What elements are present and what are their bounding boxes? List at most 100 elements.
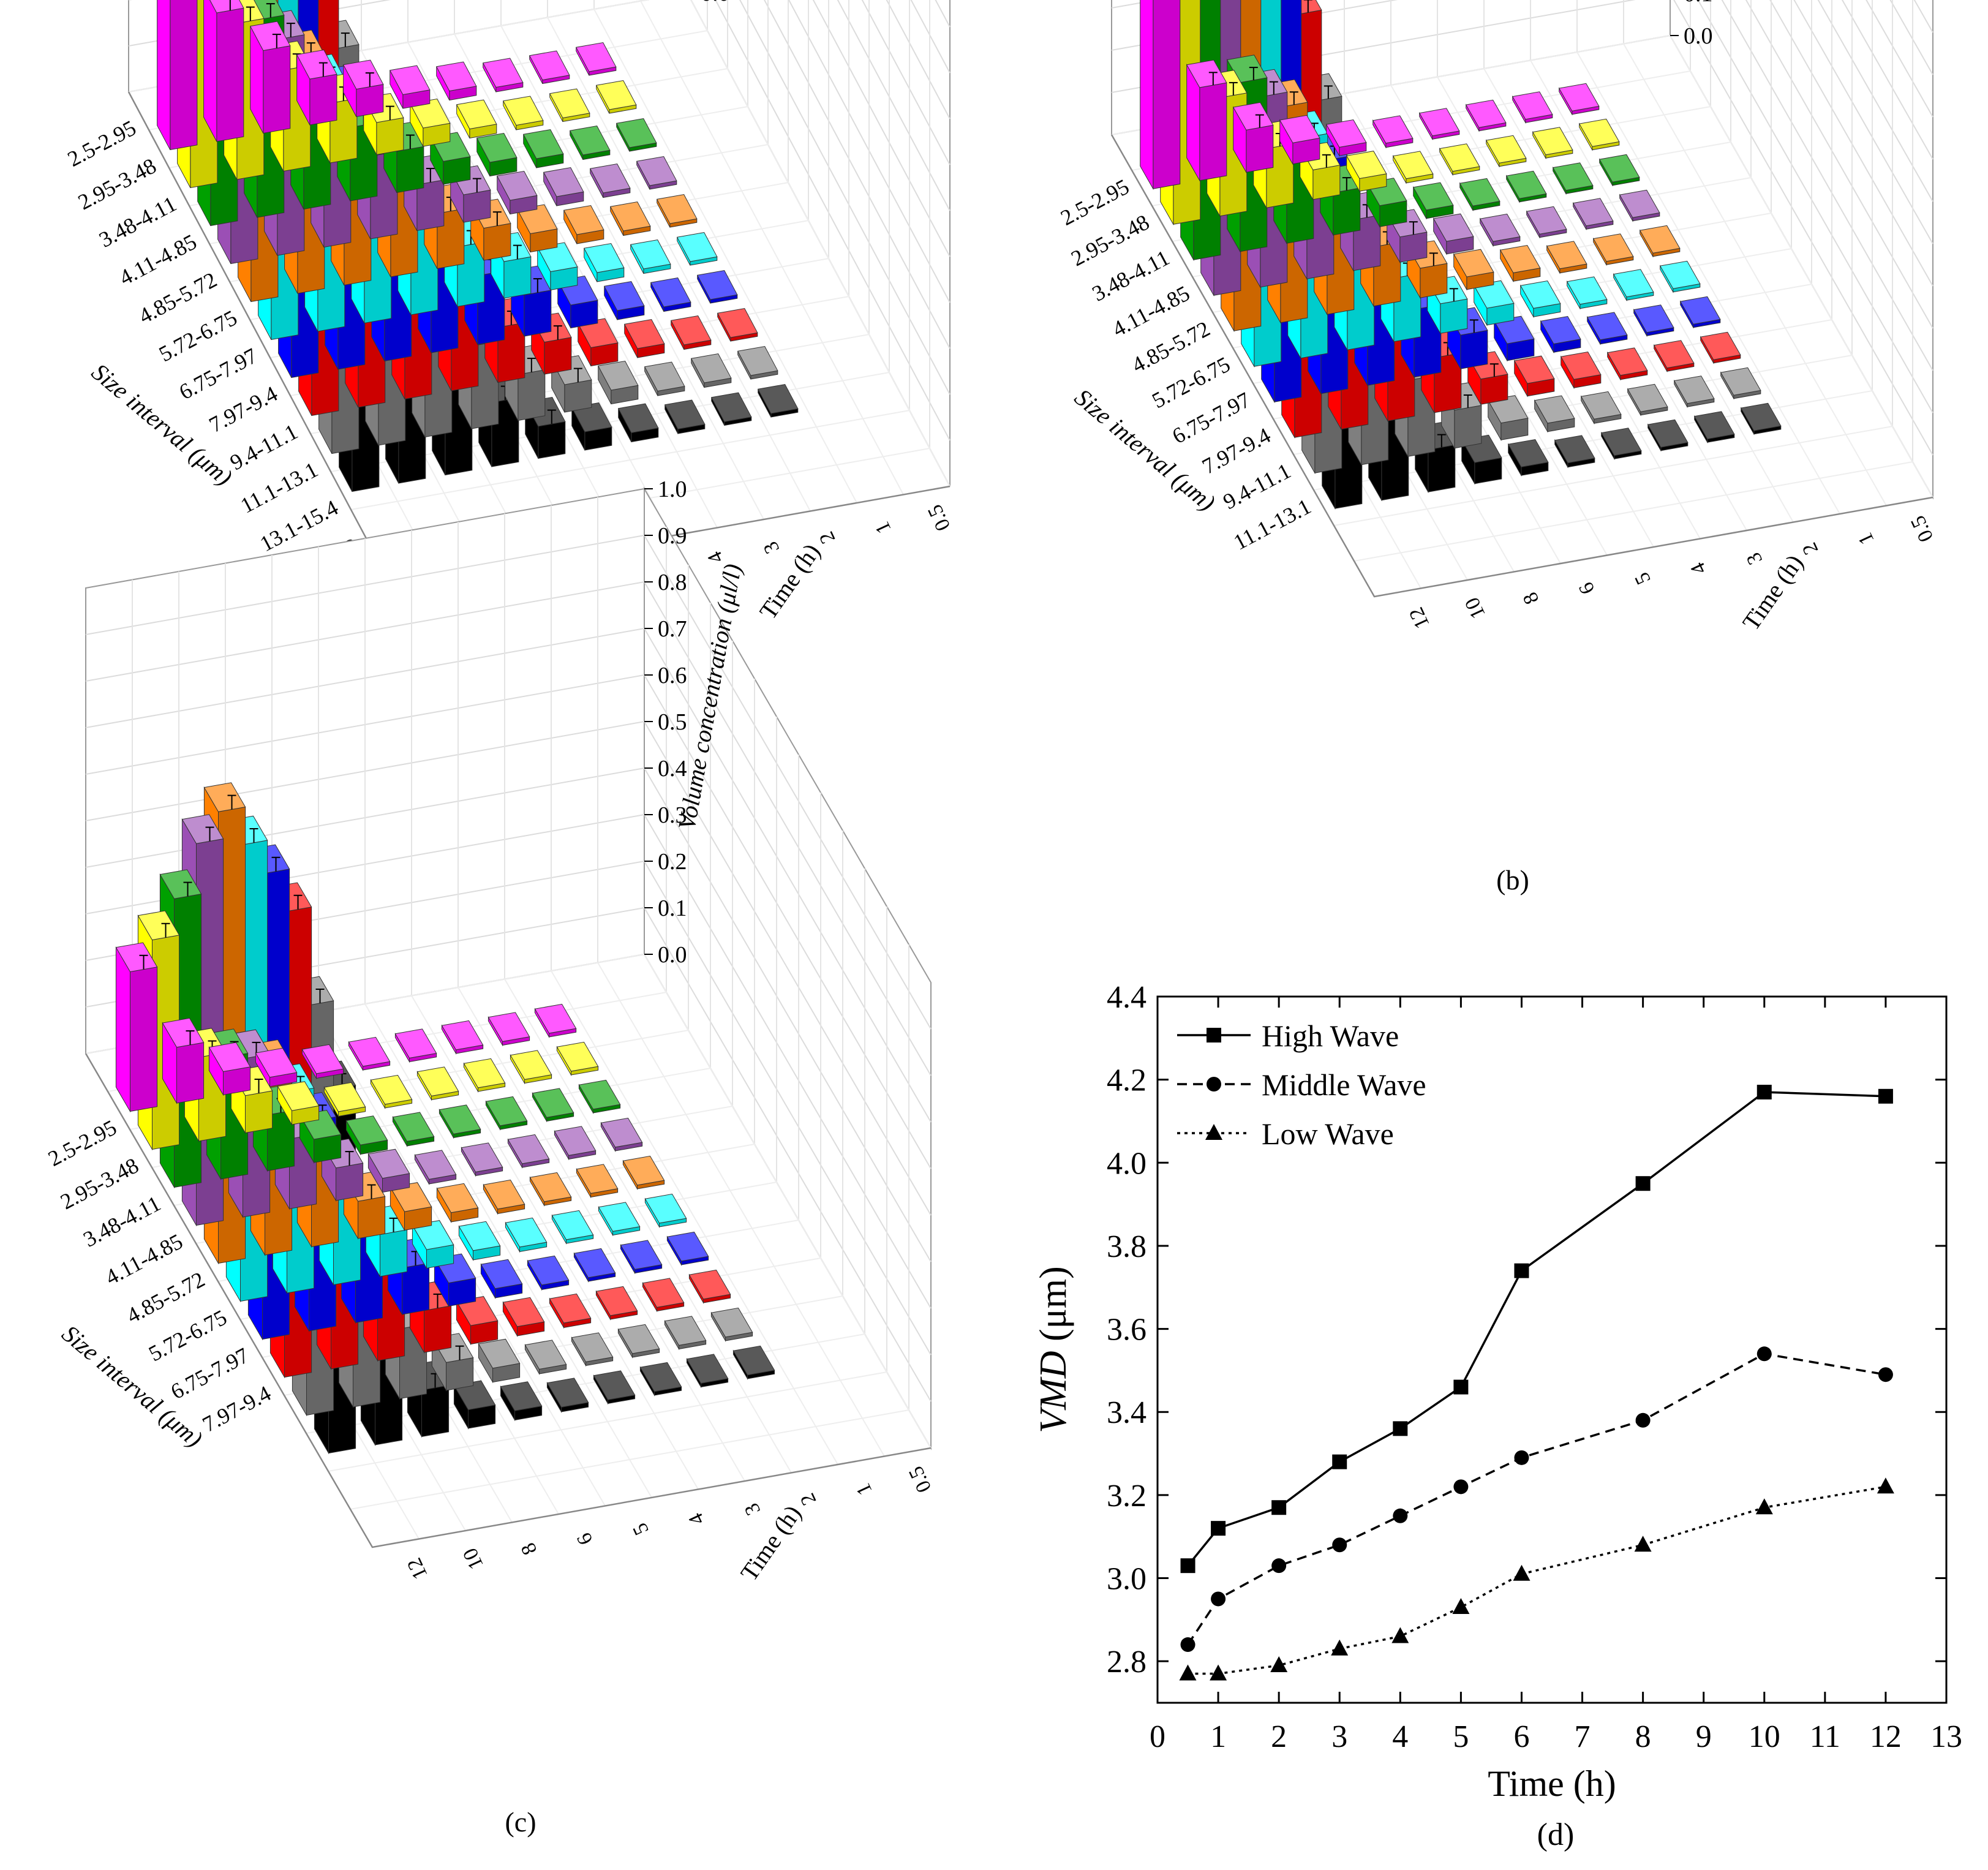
bar-face (503, 256, 532, 299)
bar-face (263, 45, 291, 134)
bar (524, 1340, 567, 1375)
bar (1512, 91, 1553, 124)
bar (556, 1041, 599, 1076)
bar-face (336, 1163, 364, 1201)
x-tick-label: 3 (1331, 1719, 1347, 1754)
panel-caption: (c) (505, 1806, 536, 1838)
bar (277, 1081, 320, 1126)
bar-top (569, 125, 611, 156)
data-point (1878, 1367, 1893, 1382)
bar-top (249, 21, 291, 51)
bar (488, 1012, 530, 1047)
bar (546, 1378, 589, 1413)
bar-top (1546, 241, 1587, 270)
gridline (328, 1371, 887, 1472)
bar (589, 163, 631, 198)
bar-top (416, 1066, 459, 1096)
size-interval-tick-label: 2.5-2.95 (44, 1115, 121, 1171)
bar-top (1619, 189, 1660, 218)
bar-top (532, 1088, 574, 1118)
bar-top (717, 307, 758, 338)
bar (636, 156, 677, 190)
bar-face (1246, 124, 1274, 173)
time-tick-label: 0.5 (924, 501, 955, 534)
time-tick-label: 8 (517, 1539, 542, 1558)
bar (392, 1112, 435, 1147)
bar (644, 1193, 687, 1228)
bar-top (575, 42, 617, 72)
data-point (1453, 1379, 1469, 1395)
gridline (764, 0, 951, 349)
bar-top (502, 96, 544, 126)
bar-top (209, 0, 244, 13)
bar-top (208, 1042, 251, 1073)
bar (1140, 0, 1181, 190)
bar-top (737, 345, 778, 376)
x-tick-label: 13 (1930, 1719, 1962, 1754)
panel-d-chart: 0 1 2 3 4 5 6 7 8 9 10 11 12 132.83.03.23.43.63.84.04… (1033, 980, 1962, 1852)
bar-top (656, 194, 698, 224)
bar (1485, 135, 1527, 168)
gridline (1333, 426, 1893, 526)
gridline (597, 962, 885, 1457)
gridline (1817, 0, 1933, 202)
bar-top (370, 1074, 413, 1105)
bar-top (710, 1307, 753, 1338)
bar-top (348, 1036, 391, 1067)
bar-top (1439, 143, 1480, 172)
bar-top (159, 869, 202, 899)
data-point (1179, 1664, 1197, 1681)
bar (394, 1028, 437, 1063)
bar-face (1420, 263, 1448, 298)
bar-top (1673, 375, 1715, 404)
bar-face (1153, 0, 1181, 189)
x-tick-label: 8 (1635, 1719, 1651, 1754)
bar (203, 0, 244, 142)
bar (630, 239, 671, 274)
panel-b-chart: 0.00.10.20.30.40.50.60.70.80.91.01.11.2V… (1056, 0, 1938, 895)
y-tick-label: 3.8 (1107, 1229, 1146, 1264)
gridline (644, 954, 932, 1449)
bar (1505, 170, 1547, 203)
data-point (1391, 1627, 1409, 1643)
bar-top (203, 782, 246, 812)
gridline (1530, 60, 1794, 522)
gridline (1623, 43, 1887, 506)
gridline (129, 0, 951, 395)
gridline (547, 17, 811, 511)
bar-top (456, 99, 497, 130)
z-tick-label: 0.3 (658, 802, 687, 828)
bar (616, 118, 657, 152)
bar-face (424, 1305, 452, 1353)
bar (1493, 315, 1535, 362)
bar-top (1346, 151, 1387, 179)
bar (1627, 383, 1668, 417)
bar-top (137, 910, 180, 941)
bar (1479, 213, 1521, 247)
bar-face (245, 1090, 273, 1134)
bar-top (573, 1248, 616, 1278)
bar-top (458, 1221, 501, 1251)
data-point (1634, 1536, 1652, 1552)
bar-top (1526, 206, 1567, 235)
gridline (500, 25, 764, 520)
bar (1453, 249, 1494, 291)
bar (412, 1220, 454, 1270)
bar-top (463, 1058, 506, 1088)
bar (557, 275, 598, 329)
bar-top (600, 1117, 643, 1148)
gridline (1793, 0, 1933, 244)
bar-top (524, 1340, 567, 1370)
size-interval-tick-label: 9.4-11.1 (226, 419, 302, 475)
bar (664, 399, 706, 434)
y-tick-label: 3.0 (1107, 1562, 1146, 1597)
gridline (1841, 0, 1933, 160)
bar (483, 1179, 525, 1215)
bar (436, 1183, 479, 1223)
bar-top (690, 353, 732, 383)
bar (1566, 276, 1608, 310)
bar (650, 277, 691, 312)
bar (461, 1142, 503, 1177)
bar-top (529, 50, 570, 81)
y-tick-label: 3.4 (1107, 1395, 1146, 1430)
